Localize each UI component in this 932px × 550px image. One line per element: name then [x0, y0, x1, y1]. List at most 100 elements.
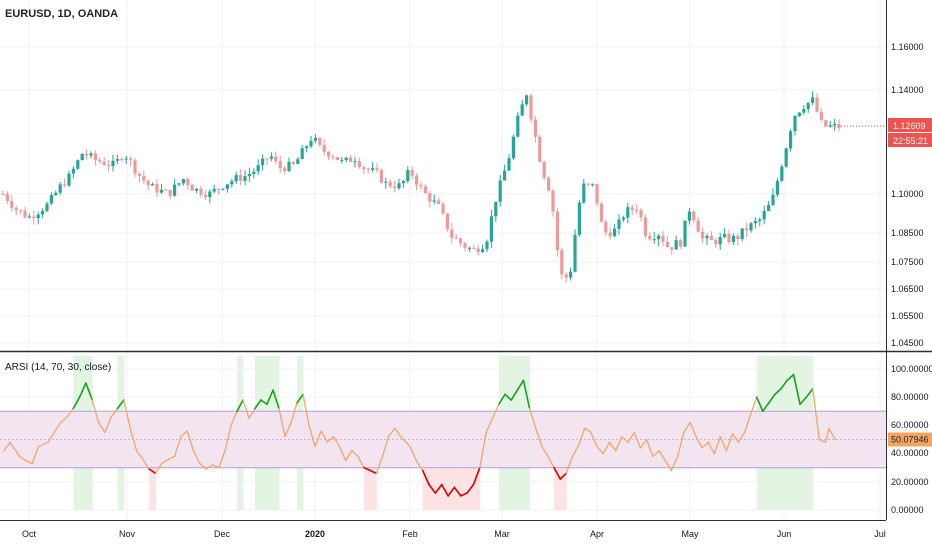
arsi-segment [749, 396, 758, 415]
time-axis-label: Jun [777, 529, 792, 539]
arsi-segment [381, 436, 390, 458]
candle-body [577, 202, 581, 235]
candle-body [45, 203, 49, 211]
candle-body [520, 104, 524, 116]
candle-body [239, 175, 243, 181]
oversold-zone [554, 467, 561, 510]
candle-body [481, 249, 485, 253]
candle-body [762, 211, 766, 220]
arsi-segment [639, 438, 648, 449]
candle-body [261, 158, 265, 166]
arsi-segment [278, 407, 286, 438]
arsi-segment [466, 483, 475, 494]
candle-body [718, 236, 722, 245]
candle-body [454, 237, 458, 239]
arsi-segment [9, 441, 21, 458]
arsi-segment [689, 421, 697, 438]
arsi-segment [565, 455, 574, 474]
arsi-segment [737, 431, 746, 443]
candle-body [234, 175, 238, 182]
arsi-segment [302, 393, 310, 427]
arsi-segment [792, 373, 801, 406]
arsi-segment [320, 430, 328, 443]
arsi-segment [602, 441, 611, 455]
candle-body [705, 235, 709, 239]
arsi-segment [110, 407, 119, 418]
arsi-segment [272, 389, 280, 410]
candle-body [67, 173, 71, 186]
arsi-segment [161, 458, 169, 465]
price-axis[interactable]: 1.16000 1.14000 1.10000 1.08500 1.07500 1.065… [891, 42, 924, 348]
candle-body [494, 201, 498, 217]
arsi-segment [584, 427, 592, 434]
candle-body [107, 165, 111, 167]
time-axis-label: Oct [22, 529, 37, 539]
candle-body [608, 232, 612, 237]
candle-body [155, 184, 159, 193]
indicator-title[interactable]: ARSI (14, 70, 30, close) [5, 362, 111, 373]
time-axis-label: May [681, 529, 699, 539]
arsi-axis[interactable]: 100.00000 80.00000 60.00000 40.00000 20.0000… [891, 364, 932, 515]
arsi-segment [658, 450, 666, 462]
arsi-segment [812, 388, 820, 441]
candle-body [146, 180, 150, 186]
oversold-zone [454, 467, 462, 510]
candle-body [10, 200, 14, 208]
candle-body [485, 241, 489, 250]
candle-body [771, 194, 775, 206]
arsi-segment [608, 441, 617, 452]
arsi-segment [375, 455, 384, 474]
time-axis[interactable]: Oct Nov Dec 2020 Feb Mar Apr May Jun Jul [22, 529, 886, 539]
candle-body [714, 239, 718, 245]
candle-body [76, 160, 80, 169]
candle-body [670, 247, 674, 250]
candle-body [833, 123, 837, 126]
candle-body [802, 108, 806, 113]
candle-body [221, 188, 225, 190]
arsi-segment [614, 436, 623, 452]
candle-body [287, 161, 291, 172]
candle-body [709, 235, 713, 240]
arsi-segment [541, 445, 549, 458]
arsi-segment [248, 407, 256, 420]
arsi-segment [314, 430, 322, 448]
candle-body [357, 161, 361, 168]
arsi-segment [485, 417, 494, 434]
candle-body [19, 210, 23, 212]
candle-body [824, 119, 828, 127]
symbol-title[interactable]: EURUSD, 1D, OANDA [5, 8, 118, 20]
candle-body [811, 97, 815, 103]
candle-body [283, 168, 287, 172]
arsi-segment [351, 450, 359, 458]
candle-body [639, 210, 643, 218]
arsi-segment [453, 486, 462, 497]
arsi-segment [192, 450, 201, 465]
time-axis-label: Mar [494, 529, 510, 539]
arsi-segment [652, 450, 660, 458]
arsi-segment [59, 416, 68, 424]
price-pane[interactable] [0, 0, 886, 350]
candle-body [247, 173, 251, 177]
arsi-segment [415, 459, 424, 472]
candle-body [23, 210, 27, 218]
candle-body [564, 274, 568, 278]
candle-body [410, 170, 414, 176]
candle-body [617, 219, 621, 229]
candle-body [375, 168, 379, 170]
arsi-segment [296, 393, 304, 404]
arsi-segment [805, 387, 814, 399]
candle-body [586, 183, 590, 185]
candle-body [168, 190, 172, 196]
candle-body [701, 231, 705, 239]
arsi-segment [676, 431, 685, 458]
candle-body [723, 234, 727, 237]
candle-body [573, 234, 577, 272]
price-axis-label: 1.16000 [891, 42, 924, 52]
candle-body [459, 238, 463, 244]
arsi-segment [707, 441, 715, 455]
arsi-segment [409, 445, 417, 462]
price-axis-label: 1.07500 [891, 257, 924, 267]
candle-body [335, 157, 339, 160]
candle-body [318, 137, 322, 145]
